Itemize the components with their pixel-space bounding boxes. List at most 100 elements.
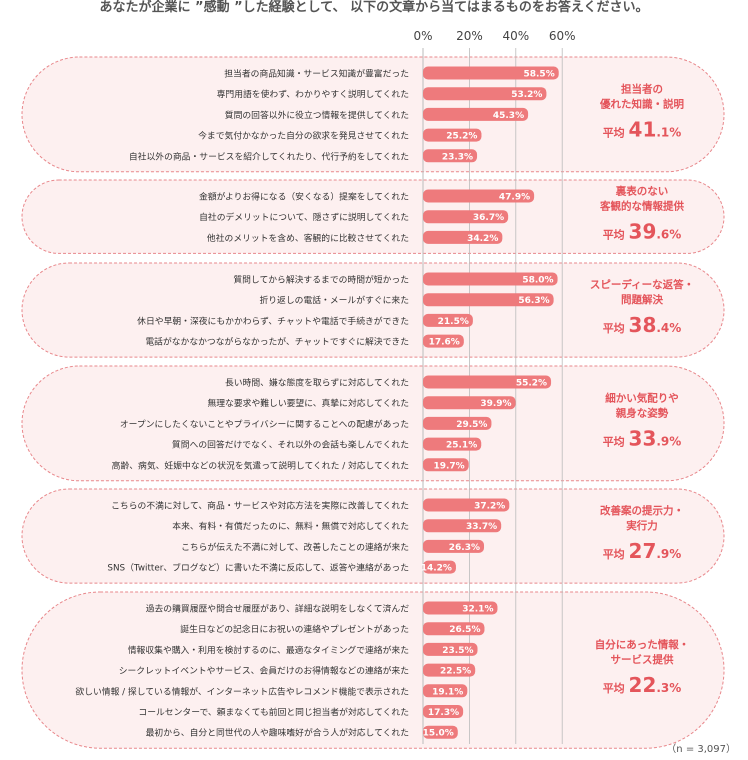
group-average: 平均 39.6% xyxy=(603,220,682,244)
bar-value-label: 33.7% xyxy=(466,522,497,532)
category-label: 専門用語を使わず、わかりやすく説明してくれた xyxy=(217,88,409,100)
group-label: 改善案の提示力・ xyxy=(600,504,684,517)
bar xyxy=(423,313,473,327)
bar xyxy=(423,128,482,142)
bar xyxy=(423,642,478,656)
x-tick-label: 40% xyxy=(502,29,529,43)
bar-value-label: 56.3% xyxy=(518,296,549,306)
bar-value-label: 23.3% xyxy=(442,152,473,162)
category-label: 高齢、病気、妊娠中などの状況を気遣って説明してくれた / 対応してくれた xyxy=(112,459,409,471)
category-label: 電話がなかなかつながらなかったが、チャットですぐに解決できた xyxy=(145,336,409,348)
bar xyxy=(423,622,485,636)
chart-title: あなたが企業に ”感動 ”した経験として、 以下の文章から当てはまるものをお答え… xyxy=(99,0,649,15)
group-average: 平均 33.9% xyxy=(603,426,682,450)
bar xyxy=(423,519,502,533)
category-label: シークレットイベントやサービス、会員だけのお得情報などの連絡が来た xyxy=(119,665,409,677)
bar-value-label: 47.9% xyxy=(499,193,530,203)
group-label: 裏表のない xyxy=(615,185,669,198)
bar-value-label: 17.6% xyxy=(429,338,460,348)
group-label: 担当者の xyxy=(621,82,663,95)
group-label: サービス提供 xyxy=(611,653,674,666)
category-label: 欲しい情報 / 探している情報が、インターネット広告やレコメンド機能で表示された xyxy=(75,685,409,697)
category-label: 自社以外の商品・サービスを紹介してくれたり、代行予約をしてくれた xyxy=(129,150,409,162)
bar xyxy=(423,293,554,307)
bar-value-label: 29.5% xyxy=(456,420,487,430)
group-average: 平均 38.4% xyxy=(603,313,682,337)
category-label: 長い時間、嫌な態度を取らずに対応してくれた xyxy=(225,377,409,389)
bar xyxy=(423,437,482,451)
group-label: 実行力 xyxy=(626,519,658,532)
group-average: 平均 22.3% xyxy=(603,673,682,697)
group-panel xyxy=(21,365,725,482)
group-panel xyxy=(21,179,725,254)
bar xyxy=(423,725,458,739)
x-tick-label: 0% xyxy=(413,29,432,43)
group-label: 問題解決 xyxy=(621,293,663,306)
group-average: 平均 41.1% xyxy=(603,117,682,141)
bar xyxy=(423,230,503,244)
category-label: 他社のメリットを含め、客観的に比較させてくれた xyxy=(207,232,409,244)
x-tick-label: 60% xyxy=(549,29,576,43)
bar xyxy=(423,66,559,80)
bar-value-label: 55.2% xyxy=(516,379,547,389)
category-label: 自社のデメリットについて、隠さずに説明してくれた xyxy=(199,211,409,223)
category-label: 質問してから解決するまでの時間が短かった xyxy=(233,274,409,286)
bar-value-label: 25.2% xyxy=(446,132,477,142)
bar xyxy=(423,416,492,430)
bar-value-label: 14.2% xyxy=(421,564,452,574)
category-label: 質問の回答以外に役立つ情報を提供してくれた xyxy=(225,109,409,121)
bar xyxy=(423,498,510,512)
bar-value-label: 32.1% xyxy=(462,605,493,615)
category-label: 本来、有料・有償だったのに、無料・無償で対応してくれた xyxy=(172,520,409,532)
group-label: 優れた知識・説明 xyxy=(599,97,684,110)
bar xyxy=(423,87,547,101)
group-panel xyxy=(21,591,725,749)
group-label: 細かい気配りや xyxy=(605,391,679,404)
bar-value-label: 36.7% xyxy=(473,213,504,223)
bar-value-label: 45.3% xyxy=(493,111,524,121)
bar xyxy=(423,663,476,677)
bar xyxy=(423,334,464,348)
category-label: 誕生日などの記念日にお祝いの連絡やプレゼントがあった xyxy=(180,623,409,635)
bar-value-label: 22.5% xyxy=(440,667,471,677)
group-panel xyxy=(21,56,725,173)
group-panel xyxy=(21,262,725,358)
bar xyxy=(423,601,498,615)
bar xyxy=(423,375,552,389)
bar xyxy=(423,189,535,203)
category-label: こちらが伝えた不満に対して、改善したことの連絡が来た xyxy=(181,541,409,553)
category-label: SNS（Twitter、ブログなど）に書いた不満に反応して、返答や連絡があった xyxy=(107,562,409,574)
category-label: 休日や早朝・深夜にもかかわらず、チャットや電話で手続きができた xyxy=(137,315,409,327)
bar-value-label: 15.0% xyxy=(423,729,454,739)
bar xyxy=(423,458,469,472)
category-label: コールセンターで、頼まなくても前回と同じ担当者が対応してくれた xyxy=(138,706,409,718)
bar xyxy=(423,539,485,553)
sample-size-note: （n = 3,097） xyxy=(666,744,736,755)
bar-value-label: 37.2% xyxy=(474,502,505,512)
x-tick-label: 20% xyxy=(456,29,483,43)
group-label: 自分にあった情報・ xyxy=(595,638,690,651)
group-average: 平均 27.9% xyxy=(603,539,682,563)
bar xyxy=(423,396,516,410)
bar xyxy=(423,684,468,698)
bar xyxy=(423,560,456,574)
bar-value-label: 53.2% xyxy=(511,90,542,100)
category-label: こちらの不満に対して、商品・サービスや対応方法を実際に改善してくれた xyxy=(111,500,409,512)
category-label: オープンにしたくないことやプライバシーに関することへの配慮があった xyxy=(120,418,409,430)
bar xyxy=(423,210,509,224)
bar-value-label: 23.5% xyxy=(442,646,473,656)
category-label: 無理な要求や難しい要望に、真摯に対応してくれた xyxy=(207,397,409,409)
group-label: スピーディーな返答・ xyxy=(590,278,694,291)
bar-value-label: 26.3% xyxy=(449,543,480,553)
category-label: 金額がよりお得になる（安くなる）提案をしてくれた xyxy=(199,191,409,203)
category-label: 折り返しの電話・メールがすぐに来た xyxy=(259,294,409,306)
category-label: 今まで気付かなかった自分の欲求を発見させてくれた xyxy=(198,130,409,142)
group-panel xyxy=(21,488,725,584)
group-label: 客観的な情報提供 xyxy=(599,200,684,213)
bar-value-label: 58.5% xyxy=(523,70,554,80)
bar-value-label: 19.7% xyxy=(433,461,464,471)
bar xyxy=(423,705,464,718)
category-label: 過去の購買履歴や問合せ履歴があり、詳細な説明をしなくて済んだ xyxy=(146,603,409,615)
bar-value-label: 17.3% xyxy=(428,708,459,718)
